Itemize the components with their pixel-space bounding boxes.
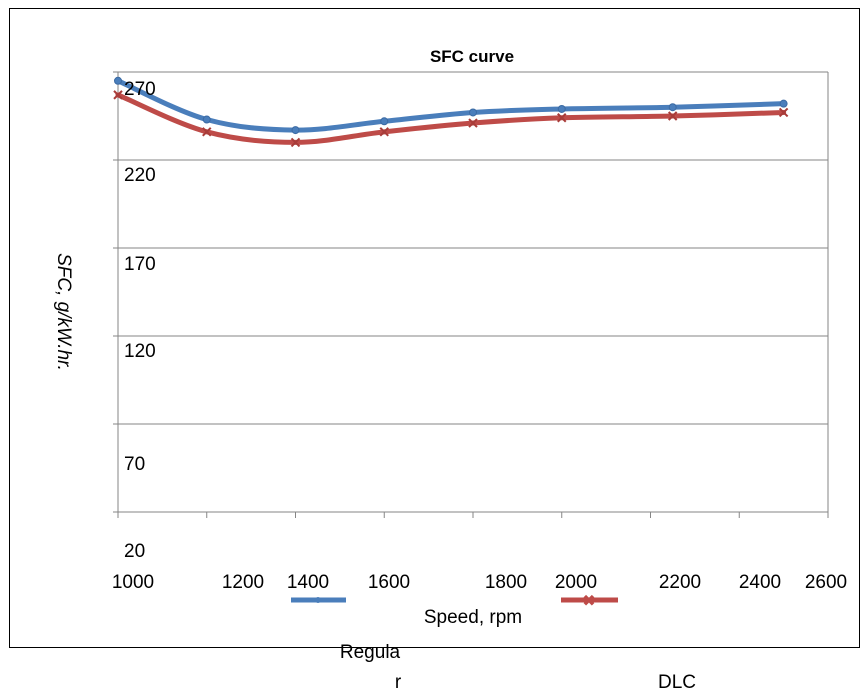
legend-label-regular-part2: r — [395, 672, 402, 691]
data-point-dlc-1800 — [468, 118, 478, 128]
series-layer — [113, 76, 789, 148]
x-tick-label-2200: 2200 — [659, 572, 701, 593]
data-point-regular-2250 — [668, 103, 677, 112]
y-axis-label: SFC, g/kW.hr. — [53, 253, 74, 371]
y-tick-label-120: 120 — [124, 341, 156, 362]
data-point-regular-2000 — [557, 104, 566, 113]
data-point-regular-1000 — [114, 76, 122, 85]
x-tick-label-2000: 2000 — [555, 572, 597, 593]
y-tick-label-20: 20 — [124, 541, 145, 562]
data-point-dlc-1400 — [290, 137, 301, 148]
legend-marker-dlc: ✖ — [582, 591, 595, 610]
x-tick-label-1600: 1600 — [368, 572, 410, 593]
data-point-regular-1600 — [380, 117, 389, 126]
x-tick-label-2600: 2600 — [805, 572, 847, 593]
data-point-dlc-2500 — [778, 107, 789, 118]
x-tick-label-1200: 1200 — [222, 572, 264, 593]
data-point-dlc-2250 — [667, 111, 678, 121]
y-tick-label-170: 170 — [124, 254, 156, 275]
data-point-regular-1800 — [469, 108, 477, 117]
legend-marker-regular — [315, 597, 321, 603]
legend: Regula r ✖ DLC — [291, 591, 696, 691]
y-tick-label-220: 220 — [124, 165, 156, 186]
legend-label-regular-part1: Regula — [340, 642, 401, 663]
data-point-regular-1400 — [291, 126, 300, 135]
x-tick-label-2400: 2400 — [739, 572, 781, 593]
x-tick-label-1000: 1000 — [112, 572, 154, 593]
y-tick-label-270: 270 — [124, 79, 156, 100]
data-point-regular-1200 — [202, 115, 211, 124]
series-line-dlc — [115, 92, 787, 145]
grid-lines — [118, 71, 829, 512]
x-tick-label-1400: 1400 — [287, 572, 329, 593]
legend-label-dlc: DLC — [658, 672, 696, 691]
axes — [113, 71, 829, 518]
data-point-regular-2500 — [779, 99, 788, 108]
chart-title: SFC curve — [430, 47, 514, 66]
y-tick-label-70: 70 — [124, 454, 145, 475]
tick-labels: 20 70 120 170 220 270 1000 1200 1400 1600 1800 2000… — [112, 79, 847, 593]
x-axis-label: Speed, rpm — [424, 607, 522, 628]
data-point-dlc-1000 — [113, 90, 123, 100]
data-point-dlc-1200 — [202, 127, 212, 137]
x-tick-label-1800: 1800 — [485, 572, 527, 593]
data-point-dlc-2000 — [557, 113, 567, 123]
data-point-dlc-1600 — [379, 127, 389, 137]
chart-area — [9, 8, 860, 648]
